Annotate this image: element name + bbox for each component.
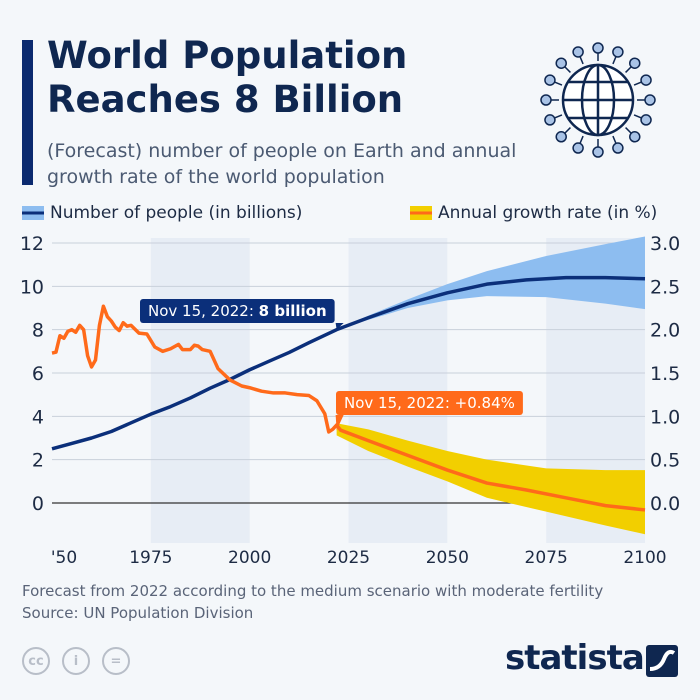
chart: 0 2 4 6 8 10 12 0.0 0.5 1.0 1.5 2.0 2.5 3.0 '50 1975 200… bbox=[20, 233, 680, 568]
annotation-population bbox=[140, 299, 335, 323]
annotation-growth-text: Nov 15, 2022: +0.84% bbox=[344, 394, 515, 412]
y-right-tick-label: 2.5 bbox=[650, 276, 680, 298]
brand-text: statista bbox=[505, 638, 645, 678]
legend-swatch-population bbox=[22, 206, 44, 220]
growth-line bbox=[51, 304, 646, 512]
cc-icon[interactable]: cc bbox=[22, 647, 50, 675]
legend-label-population: Number of people (in billions) bbox=[50, 203, 303, 223]
globe-people-icon bbox=[540, 42, 656, 158]
population-line bbox=[51, 275, 646, 451]
x-tick-label: 2000 bbox=[228, 548, 271, 568]
y-right-tick-label: 3.0 bbox=[650, 233, 680, 255]
title-accent-bar bbox=[22, 40, 33, 185]
statista-logo[interactable]: statista bbox=[505, 638, 645, 678]
statista-logo-icon bbox=[646, 645, 678, 677]
annotation-growth bbox=[336, 391, 523, 415]
y-left-tick-label: 8 bbox=[32, 320, 44, 342]
source: Source: UN Population Division bbox=[22, 604, 254, 622]
footnote: Forecast from 2022 according to the medi… bbox=[22, 582, 604, 600]
growth-forecast-band bbox=[336, 423, 645, 535]
x-tick-label: '50 bbox=[51, 548, 77, 568]
y-right-tick-label: 0.5 bbox=[650, 450, 680, 472]
y-left-tick-label: 0 bbox=[32, 493, 44, 515]
annotation-population-pointer bbox=[335, 323, 344, 330]
annotation-growth-pointer bbox=[335, 415, 344, 431]
x-tick-label: 2050 bbox=[426, 548, 469, 568]
y-left-tick-label: 10 bbox=[20, 276, 44, 298]
legend-growth: Annual growth rate (in %) bbox=[410, 203, 657, 223]
y-right-tick-label: 0.0 bbox=[650, 493, 680, 515]
x-tick-label: 2075 bbox=[525, 548, 568, 568]
x-tick-label: 1975 bbox=[129, 548, 172, 568]
y-left-tick-label: 12 bbox=[20, 233, 44, 255]
attribution-icon[interactable]: i bbox=[62, 647, 90, 675]
annotation-population-text: Nov 15, 2022: 8 billion bbox=[148, 302, 327, 320]
no-derivatives-icon[interactable]: = bbox=[102, 647, 130, 675]
page-title: World Population Reaches 8 Billion bbox=[47, 34, 408, 121]
footer: Forecast from 2022 according to the medi… bbox=[22, 580, 603, 624]
y-right-tick-label: 1.0 bbox=[650, 406, 680, 428]
page-subtitle: (Forecast) number of people on Earth and… bbox=[47, 140, 517, 188]
x-tick-label: 2100 bbox=[623, 548, 666, 568]
x-tick-label: 2025 bbox=[327, 548, 370, 568]
y-right-tick-label: 2.0 bbox=[650, 320, 680, 342]
y-left-tick-label: 2 bbox=[32, 450, 44, 472]
legend-swatch-growth bbox=[410, 206, 432, 220]
y-left-tick-label: 6 bbox=[32, 363, 44, 385]
shaded-period bbox=[150, 238, 250, 543]
y-left-tick-label: 4 bbox=[32, 406, 44, 428]
shaded-period bbox=[348, 238, 448, 543]
legend-label-growth: Annual growth rate (in %) bbox=[438, 203, 658, 223]
legend-population: Number of people (in billions) bbox=[22, 203, 302, 223]
y-right-tick-label: 1.5 bbox=[650, 363, 680, 385]
